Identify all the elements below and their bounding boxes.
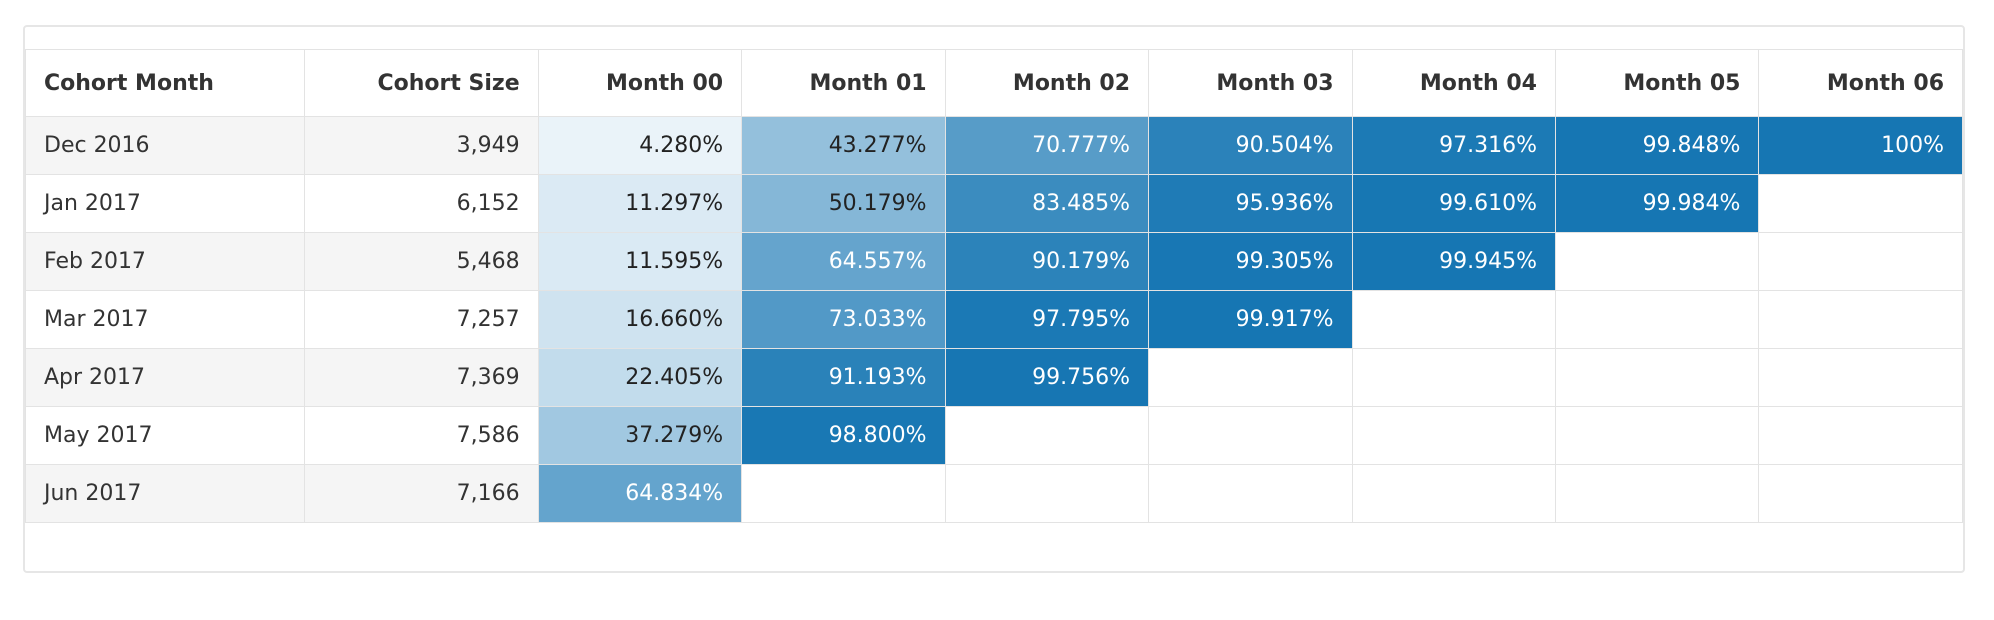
retention-cell <box>1148 348 1353 407</box>
retention-cell <box>1554 406 1760 465</box>
table-row: Feb 2017 5,468 11.595% 64.557% 90.179% 99.305… <box>24 232 1963 291</box>
cohort-size: 6,152 <box>304 174 539 233</box>
column-header: Month 06 <box>1758 49 1963 117</box>
column-header: Month 05 <box>1554 49 1760 117</box>
column-header: Month 00 <box>537 49 743 117</box>
table-row: Dec 2016 3,949 4.280% 43.277% 70.777% 90.504%… <box>24 116 1963 175</box>
table-row: Jun 2017 7,166 64.834% <box>24 464 1963 523</box>
cohort-label: Feb 2017 <box>24 232 306 291</box>
retention-cell: 90.179% <box>944 232 1150 291</box>
retention-cell: 64.834% <box>537 464 743 523</box>
retention-cell: 100% <box>1758 116 1963 175</box>
column-header: Cohort Size <box>304 49 539 117</box>
cohort-size: 3,949 <box>304 116 539 175</box>
cohort-label: Apr 2017 <box>24 348 306 407</box>
retention-cell: 99.917% <box>1148 290 1353 349</box>
retention-cell <box>1351 348 1556 407</box>
retention-cell: 99.610% <box>1351 174 1556 233</box>
retention-cell: 70.777% <box>944 116 1150 175</box>
retention-cell <box>1758 406 1963 465</box>
retention-cell: 98.800% <box>741 406 946 465</box>
cohort-table: Cohort Month Cohort Size Month 00 Month 01 M… <box>24 49 1963 523</box>
retention-cell: 37.279% <box>537 406 743 465</box>
retention-cell <box>1758 174 1963 233</box>
column-header: Month 01 <box>741 49 946 117</box>
table-panel: Cohort Month Cohort Size Month 00 Month 01 M… <box>23 25 1965 573</box>
retention-cell <box>1554 464 1760 523</box>
retention-cell <box>1758 348 1963 407</box>
table-row: Jan 2017 6,152 11.297% 50.179% 83.485% 95.936… <box>24 174 1963 233</box>
cohort-label: May 2017 <box>24 406 306 465</box>
retention-cell: 90.504% <box>1148 116 1353 175</box>
retention-cell <box>1758 290 1963 349</box>
retention-cell: 11.595% <box>537 232 743 291</box>
cohort-label: Jun 2017 <box>24 464 306 523</box>
table-row: May 2017 7,586 37.279% 98.800% <box>24 406 1963 465</box>
retention-cell <box>1148 406 1353 465</box>
retention-cell: 97.316% <box>1351 116 1556 175</box>
cohort-size: 7,586 <box>304 406 539 465</box>
column-header: Month 04 <box>1351 49 1556 117</box>
retention-cell: 22.405% <box>537 348 743 407</box>
cohort-size: 5,468 <box>304 232 539 291</box>
header-row: Cohort Month Cohort Size Month 00 Month 01 M… <box>24 49 1963 117</box>
cohort-label: Mar 2017 <box>24 290 306 349</box>
retention-cell: 43.277% <box>741 116 946 175</box>
retention-cell: 16.660% <box>537 290 743 349</box>
column-header: Month 03 <box>1148 49 1353 117</box>
retention-cell: 95.936% <box>1148 174 1353 233</box>
retention-cell: 83.485% <box>944 174 1150 233</box>
retention-cell: 99.945% <box>1351 232 1556 291</box>
table-row: Apr 2017 7,369 22.405% 91.193% 99.756% <box>24 348 1963 407</box>
retention-cell <box>1351 290 1556 349</box>
retention-cell <box>1758 232 1963 291</box>
retention-cell: 99.848% <box>1554 116 1760 175</box>
retention-cell <box>1554 290 1760 349</box>
retention-cell <box>1554 348 1760 407</box>
retention-cell: 99.305% <box>1148 232 1353 291</box>
table-row: Mar 2017 7,257 16.660% 73.033% 97.795% 99.917… <box>24 290 1963 349</box>
column-header: Cohort Month <box>24 49 306 117</box>
retention-cell: 99.984% <box>1554 174 1760 233</box>
cohort-size: 7,369 <box>304 348 539 407</box>
retention-cell: 97.795% <box>944 290 1150 349</box>
retention-cell <box>944 406 1150 465</box>
retention-cell: 73.033% <box>741 290 946 349</box>
retention-cell: 91.193% <box>741 348 946 407</box>
retention-cell: 50.179% <box>741 174 946 233</box>
cohort-size: 7,166 <box>304 464 539 523</box>
retention-cell: 11.297% <box>537 174 743 233</box>
retention-cell <box>1758 464 1963 523</box>
retention-cell <box>741 464 946 523</box>
retention-cell: 99.756% <box>944 348 1150 407</box>
retention-cell <box>1351 464 1556 523</box>
cohort-label: Dec 2016 <box>24 116 306 175</box>
retention-cell <box>1351 406 1556 465</box>
retention-cell: 4.280% <box>537 116 743 175</box>
retention-cell <box>1554 232 1760 291</box>
cohort-size: 7,257 <box>304 290 539 349</box>
column-header: Month 02 <box>944 49 1150 117</box>
retention-cell: 64.557% <box>741 232 946 291</box>
cohort-label: Jan 2017 <box>24 174 306 233</box>
retention-cell <box>1148 464 1353 523</box>
retention-cell <box>944 464 1150 523</box>
